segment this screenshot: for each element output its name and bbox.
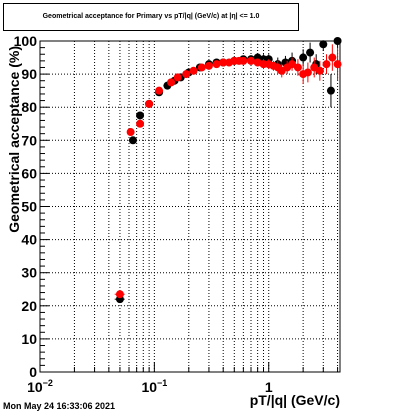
marker (299, 53, 308, 62)
labels-layer: 0 10 20 30 40 50 60 70 80 90 100 10−2 10−1 1 (14, 33, 273, 395)
marker (126, 128, 135, 137)
data-point (299, 49, 308, 66)
x-tick-label: 10−1 (141, 378, 167, 395)
ticks-layer (39, 40, 339, 373)
marker (189, 66, 198, 75)
data-point (128, 136, 137, 145)
marker (328, 53, 337, 62)
marker (155, 86, 164, 95)
data-point (173, 73, 182, 82)
marker (306, 48, 315, 57)
data-point (212, 60, 221, 69)
marker (115, 290, 124, 299)
data-point (197, 63, 206, 72)
marker (303, 68, 312, 77)
data-point (167, 78, 176, 87)
marker (128, 136, 137, 145)
y-axis-label: Geometrical acceptance (%) (6, 46, 22, 233)
data-point (303, 62, 312, 83)
marker (333, 37, 342, 45)
marker (319, 40, 328, 49)
marker (247, 56, 256, 65)
data-point (322, 54, 331, 75)
data-point (326, 74, 335, 108)
x-tick-exponent: −1 (157, 378, 167, 388)
x-tick-exponent: −2 (43, 378, 53, 388)
y-tick-label: 60 (21, 165, 37, 181)
x-tick-label: 10−2 (27, 378, 53, 395)
y-tick-label: 50 (21, 199, 37, 215)
y-tick-label: 70 (21, 132, 37, 148)
y-tick-label: 90 (21, 66, 37, 82)
data-point (315, 60, 324, 81)
marker (293, 63, 302, 72)
y-tick-label: 10 (21, 331, 37, 347)
marker (333, 60, 342, 69)
marker (173, 73, 182, 82)
y-tick-label: 20 (21, 298, 37, 314)
data-point (219, 58, 228, 67)
marker (326, 86, 335, 95)
data-point (114, 290, 125, 299)
data-point (333, 47, 342, 81)
data-point (136, 111, 145, 120)
data-point (189, 66, 198, 75)
data-point (333, 37, 342, 48)
marker (204, 61, 213, 70)
marker (145, 99, 154, 108)
timestamp: Mon May 24 16:33:06 2021 (3, 401, 116, 411)
data-point (126, 128, 135, 137)
marker (136, 119, 145, 128)
marker (167, 78, 176, 87)
marker (239, 56, 248, 65)
marker (219, 58, 228, 67)
y-tick-label: 0 (29, 364, 37, 380)
points-layer (114, 37, 342, 304)
data-point (319, 40, 328, 51)
y-tick-label: 30 (21, 265, 37, 281)
marker (212, 60, 221, 69)
data-point (306, 42, 315, 63)
y-tick-label: 40 (21, 232, 37, 248)
marker (182, 70, 191, 79)
x-tick-label: 1 (265, 379, 273, 395)
grid-layer (40, 41, 340, 372)
data-point (328, 44, 337, 71)
marker (288, 60, 297, 69)
marker (322, 60, 331, 69)
data-point (145, 99, 154, 108)
data-point (288, 57, 297, 71)
data-point (204, 61, 213, 70)
data-point (182, 70, 191, 79)
data-point (293, 59, 302, 76)
x-axis-label: pT/|q| (GeV/c) (250, 392, 340, 408)
chart-title: Geometrical acceptance for Primary vs pT… (42, 13, 260, 20)
marker (197, 63, 206, 72)
data-point (239, 56, 248, 65)
marker (136, 111, 145, 120)
data-point (136, 119, 145, 128)
title-box: Geometrical acceptance for Primary vs pT… (3, 3, 299, 31)
y-tick-label: 80 (21, 99, 37, 115)
series-2 (114, 44, 342, 299)
marker (315, 66, 324, 75)
data-point (155, 86, 164, 95)
data-point (247, 56, 256, 65)
y-tick-label: 100 (14, 33, 38, 49)
